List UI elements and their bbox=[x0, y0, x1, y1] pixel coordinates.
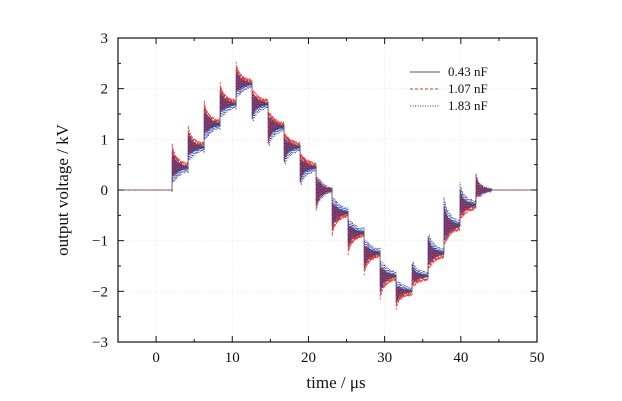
y-tick-label: 3 bbox=[101, 31, 109, 47]
x-tick-label: 40 bbox=[453, 350, 468, 366]
x-tick-label: 50 bbox=[530, 350, 545, 366]
y-tick-label: −3 bbox=[92, 335, 108, 351]
y-tick-label: 0 bbox=[101, 183, 109, 199]
legend-label: 1.07 nF bbox=[448, 81, 488, 96]
legend-label: 0.43 nF bbox=[448, 64, 488, 79]
x-tick-label: 0 bbox=[152, 350, 160, 366]
legend-label: 1.83 nF bbox=[448, 98, 488, 113]
series-line bbox=[118, 61, 537, 310]
y-axis-title: output voltage / kV bbox=[53, 123, 72, 255]
y-tick-label: −2 bbox=[92, 284, 108, 300]
legend: 0.43 nF 1.07 nF 1.83 nF bbox=[410, 64, 488, 113]
y-tick-label: 2 bbox=[101, 82, 109, 98]
series-layer bbox=[118, 61, 537, 310]
series-line bbox=[118, 69, 537, 302]
x-tick-label: 10 bbox=[225, 350, 240, 366]
x-axis-title: time / μs bbox=[306, 373, 365, 392]
y-tick-label: −1 bbox=[92, 234, 108, 250]
x-tick-label: 30 bbox=[377, 350, 392, 366]
y-tick-label: 1 bbox=[101, 132, 109, 148]
x-tick-label: 20 bbox=[301, 350, 316, 366]
